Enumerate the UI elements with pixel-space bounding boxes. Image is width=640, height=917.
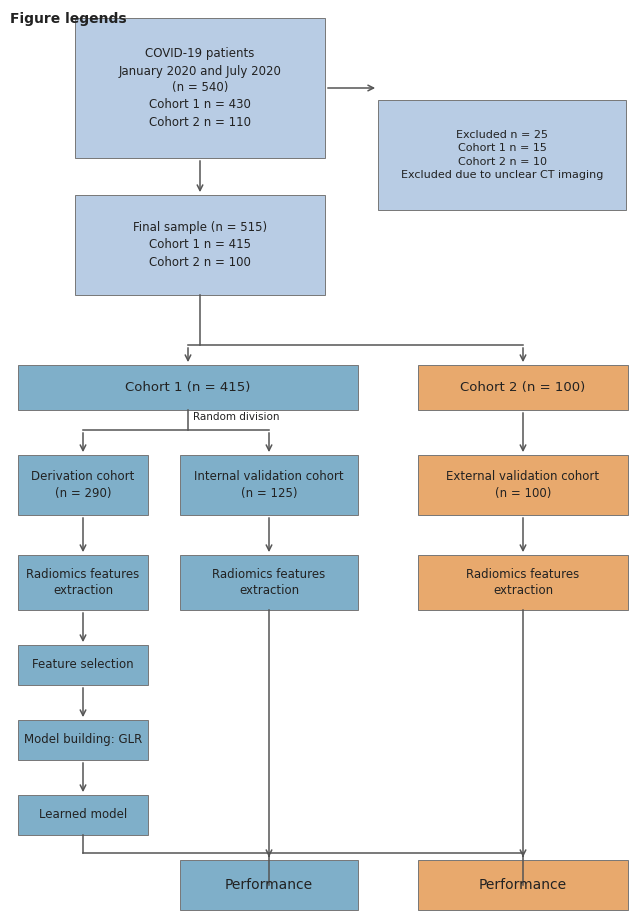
Text: Final sample (n = 515)
Cohort 1 n = 415
Cohort 2 n = 100: Final sample (n = 515) Cohort 1 n = 415 … (133, 222, 267, 269)
Text: Learned model: Learned model (39, 809, 127, 822)
FancyBboxPatch shape (180, 860, 358, 910)
Text: Cohort 1 (n = 415): Cohort 1 (n = 415) (125, 381, 251, 394)
Text: Radiomics features
extraction: Radiomics features extraction (467, 568, 580, 598)
FancyBboxPatch shape (18, 720, 148, 760)
Text: Radiomics features
extraction: Radiomics features extraction (212, 568, 326, 598)
Text: Cohort 2 (n = 100): Cohort 2 (n = 100) (460, 381, 586, 394)
FancyBboxPatch shape (418, 365, 628, 410)
FancyBboxPatch shape (180, 555, 358, 610)
Text: Performance: Performance (225, 878, 313, 892)
FancyBboxPatch shape (75, 195, 325, 295)
FancyBboxPatch shape (75, 18, 325, 158)
Text: Figure legends: Figure legends (10, 12, 127, 26)
FancyBboxPatch shape (18, 455, 148, 515)
FancyBboxPatch shape (18, 795, 148, 835)
FancyBboxPatch shape (18, 365, 358, 410)
FancyBboxPatch shape (18, 555, 148, 610)
Text: External validation cohort
(n = 100): External validation cohort (n = 100) (447, 470, 600, 500)
FancyBboxPatch shape (180, 455, 358, 515)
Text: Feature selection: Feature selection (32, 658, 134, 671)
FancyBboxPatch shape (418, 455, 628, 515)
Text: Radiomics features
extraction: Radiomics features extraction (26, 568, 140, 598)
Text: Random division: Random division (193, 412, 280, 422)
Text: Performance: Performance (479, 878, 567, 892)
Text: COVID-19 patients
January 2020 and July 2020
(n = 540)
Cohort 1 n = 430
Cohort 2: COVID-19 patients January 2020 and July … (118, 48, 282, 128)
Text: Excluded n = 25
Cohort 1 n = 15
Cohort 2 n = 10
Excluded due to unclear CT imagi: Excluded n = 25 Cohort 1 n = 15 Cohort 2… (401, 130, 603, 180)
FancyBboxPatch shape (378, 100, 626, 210)
FancyBboxPatch shape (18, 645, 148, 685)
FancyBboxPatch shape (418, 555, 628, 610)
Text: Derivation cohort
(n = 290): Derivation cohort (n = 290) (31, 470, 134, 500)
Text: Model building: GLR: Model building: GLR (24, 734, 142, 746)
Text: Internal validation cohort
(n = 125): Internal validation cohort (n = 125) (194, 470, 344, 500)
FancyBboxPatch shape (418, 860, 628, 910)
